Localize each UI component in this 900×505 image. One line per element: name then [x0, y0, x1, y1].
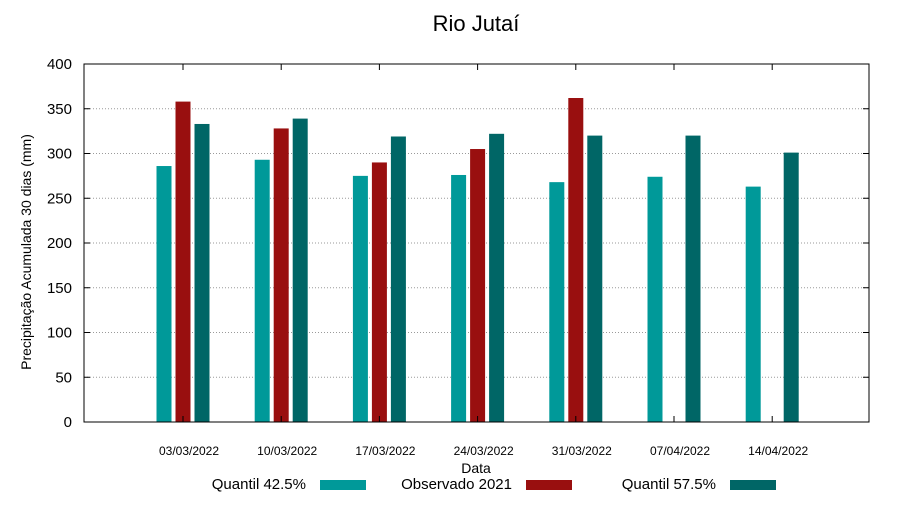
bar-observado-2021 [175, 101, 191, 422]
bar-quantil-42 [549, 182, 565, 422]
chart-title: Rio Jutaí [433, 11, 520, 36]
y-tick-label: 150 [47, 280, 72, 297]
bar-quantil-57 [489, 133, 505, 422]
y-tick-label: 400 [47, 56, 72, 73]
bar-quantil-57 [390, 136, 406, 422]
y-tick-label: 250 [47, 190, 72, 207]
y-tick-label: 350 [47, 101, 72, 118]
bar-quantil-57 [587, 135, 603, 422]
grid-lines [84, 108, 869, 378]
bar-quantil-42 [451, 174, 467, 422]
x-tick-label: 24/03/2022 [454, 444, 514, 458]
legend: Quantil 42.5% Observado 2021 Quantil 57.5% [212, 476, 776, 493]
bar-observado-2021 [568, 98, 584, 422]
bar-quantil-57 [292, 118, 308, 422]
bar-observado-2021 [273, 128, 289, 422]
legend-swatch [526, 480, 572, 490]
y-tick-label: 300 [47, 146, 72, 163]
legend-swatch [320, 480, 366, 490]
bar-quantil-42 [254, 159, 270, 422]
x-axis: 03/03/2022 10/03/2022 17/03/2022 24/03/2022… [159, 64, 809, 458]
legend-label: Quantil 57.5% [622, 476, 716, 493]
bar-quantil-42 [352, 175, 368, 422]
y-tick-label: 200 [47, 235, 72, 252]
bar-quantil-42 [647, 176, 663, 422]
bar-quantil-42 [156, 166, 172, 422]
y-axis-label: Precipitação Acumulada 30 dias (mm) [18, 134, 34, 370]
x-axis-label: Data [461, 460, 491, 476]
y-tick-label: 100 [47, 325, 72, 342]
y-tick-label: 50 [55, 369, 72, 386]
x-tick-label: 07/04/2022 [650, 444, 710, 458]
bars [156, 98, 799, 423]
y-tick-label: 0 [64, 414, 72, 431]
x-tick-label: 17/03/2022 [355, 444, 415, 458]
x-tick-label: 10/03/2022 [257, 444, 317, 458]
x-tick-label: 14/04/2022 [748, 444, 808, 458]
bar-quantil-42 [745, 186, 761, 422]
bar-observado-2021 [371, 162, 387, 422]
legend-label: Observado 2021 [401, 476, 512, 493]
bar-observado-2021 [470, 149, 486, 422]
legend-swatch [730, 480, 776, 490]
legend-label: Quantil 42.5% [212, 476, 306, 493]
bar-quantil-57 [783, 152, 799, 423]
x-tick-label: 03/03/2022 [159, 444, 219, 458]
bar-quantil-57 [194, 123, 210, 422]
x-tick-label: 31/03/2022 [552, 444, 612, 458]
y-axis: 0 50 100 150 200 250 300 350 400 [47, 56, 869, 431]
bar-quantil-57 [685, 135, 701, 422]
